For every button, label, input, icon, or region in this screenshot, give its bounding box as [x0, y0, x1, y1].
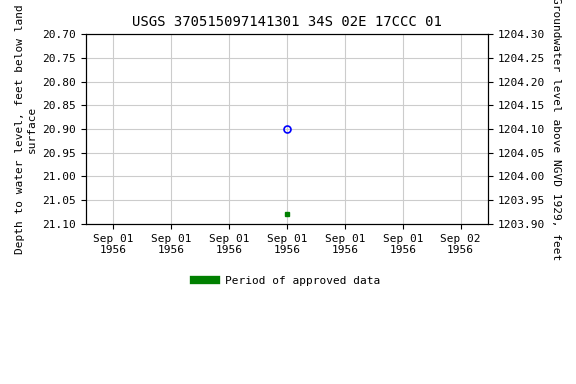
Title: USGS 370515097141301 34S 02E 17CCC 01: USGS 370515097141301 34S 02E 17CCC 01	[132, 15, 442, 29]
Y-axis label: Depth to water level, feet below land
surface: Depth to water level, feet below land su…	[15, 4, 37, 254]
Legend: Period of approved data: Period of approved data	[190, 271, 385, 290]
Y-axis label: Groundwater level above NGVD 1929, feet: Groundwater level above NGVD 1929, feet	[551, 0, 561, 261]
